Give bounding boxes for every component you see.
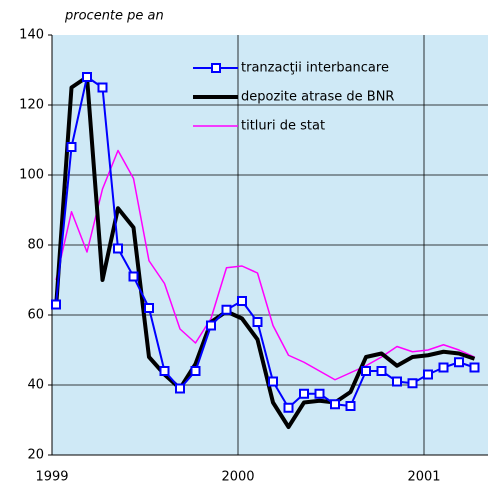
data-marker — [330, 399, 340, 410]
data-marker — [97, 82, 108, 93]
data-marker — [314, 388, 325, 399]
data-marker — [159, 366, 170, 376]
data-marker — [345, 401, 356, 411]
data-marker — [190, 366, 201, 376]
data-marker — [252, 317, 263, 327]
data-marker — [407, 378, 418, 389]
y-tick-label: 140 — [19, 28, 44, 43]
data-marker — [268, 376, 278, 387]
data-marker — [51, 299, 61, 310]
legend-label: tranzacţii interbancare — [241, 61, 389, 76]
y-tick-label: 40 — [27, 378, 44, 393]
y-tick-label: 100 — [19, 168, 44, 183]
x-tick-label: 2000 — [221, 470, 254, 485]
data-marker — [392, 376, 402, 387]
series-line — [55, 76, 475, 409]
legend-label: depozite atrase de BNR — [241, 90, 394, 105]
data-marker — [469, 362, 480, 373]
data-marker — [206, 320, 216, 331]
y-axis-title: procente pe an — [64, 9, 164, 24]
y-tick-label: 80 — [27, 238, 44, 253]
legend-label: titluri de stat — [241, 119, 325, 134]
data-marker — [376, 366, 387, 376]
data-marker — [454, 357, 464, 368]
data-marker — [237, 296, 247, 306]
data-marker — [299, 388, 309, 399]
data-marker — [66, 142, 77, 152]
data-marker — [128, 271, 139, 282]
x-tick-label: 2001 — [407, 470, 440, 485]
data-marker — [175, 383, 185, 394]
data-marker — [82, 72, 92, 82]
data-marker — [113, 243, 123, 254]
y-tick-label: 120 — [19, 98, 44, 113]
x-tick-label: 1999 — [35, 470, 68, 485]
data-marker — [423, 369, 433, 380]
legend-marker — [211, 63, 221, 73]
y-tick-label: 20 — [27, 448, 44, 463]
y-tick-label: 60 — [27, 308, 44, 323]
data-marker — [221, 304, 232, 315]
data-marker — [438, 362, 449, 373]
data-marker — [283, 402, 294, 413]
series-line — [54, 75, 476, 429]
data-marker — [361, 366, 371, 376]
series-line — [55, 149, 475, 381]
data-marker — [144, 303, 154, 313]
